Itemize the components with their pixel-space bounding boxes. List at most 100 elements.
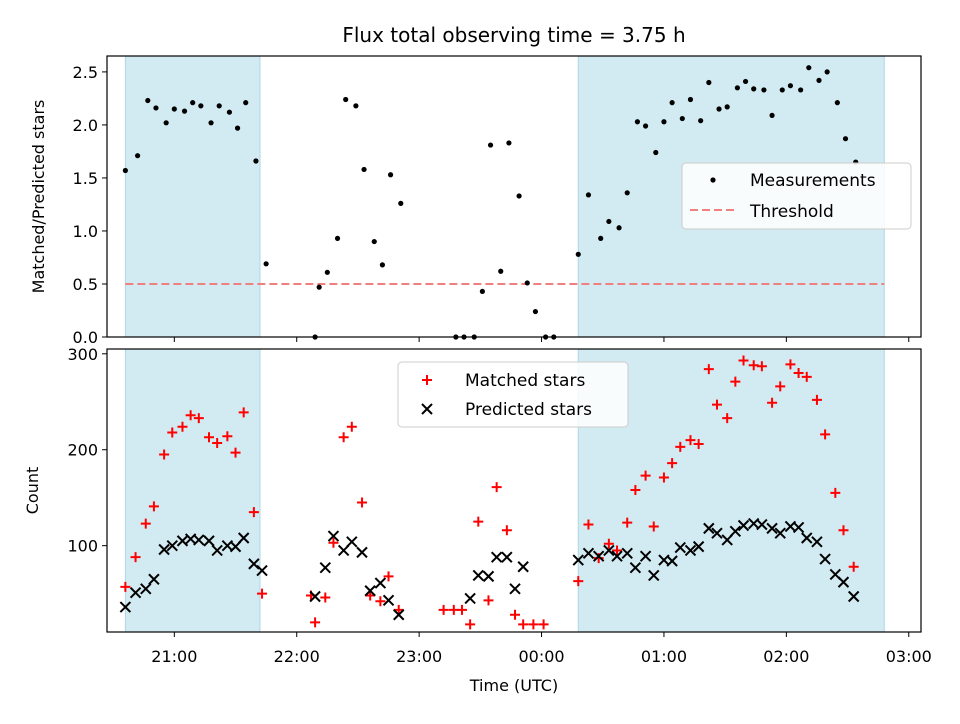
measurement-point: [487, 142, 494, 148]
y-axis-label: Count: [23, 467, 42, 515]
matched-stars-point: [722, 413, 733, 424]
predicted-stars-point: [639, 550, 652, 562]
predicted-stars-point: [582, 547, 595, 560]
predicted-stars-point: [721, 534, 733, 546]
matched-stars-point: [328, 537, 339, 548]
matched-stars-point: [140, 518, 151, 529]
matched-stars-point: [528, 619, 539, 630]
legend-predicted-label: Predicted stars: [465, 400, 592, 420]
predicted-stars-point: [756, 518, 768, 531]
matched-stars-point: [230, 447, 241, 458]
measurement-point: [398, 200, 404, 206]
predicted-stars-point: [203, 535, 215, 547]
matched-stars-point: [501, 525, 512, 536]
predicted-stars-point: [666, 555, 678, 567]
observing-interval-2: [577, 348, 885, 633]
matched-stars-point: [793, 367, 804, 378]
legend-top: Measurements Threshold: [681, 162, 912, 230]
matched-stars-point: [346, 421, 357, 432]
matched-stars-point: [357, 497, 368, 508]
measurement-point: [316, 284, 322, 290]
predicted-stars-point: [847, 590, 860, 603]
measurement-point: [842, 136, 849, 142]
matched-stars-point: [465, 619, 476, 630]
measurement-point: [769, 112, 775, 118]
predicted-stars-point: [158, 543, 170, 556]
measurement-point: [616, 225, 622, 231]
matched-stars-point: [257, 588, 268, 599]
measurement-point: [606, 218, 612, 225]
y-tick-label: 2.5: [73, 63, 98, 82]
measurement-point: [135, 153, 141, 159]
matched-stars-point: [473, 516, 484, 527]
series-dot: [122, 65, 859, 340]
axes-frame: [106, 348, 922, 633]
matched-stars-point: [593, 553, 604, 564]
predicted-stars-point: [729, 525, 742, 537]
predicted-stars-point: [211, 544, 223, 557]
measurement-point: [787, 83, 794, 89]
predicted-stars-point: [337, 544, 350, 557]
measurement-point: [506, 140, 512, 146]
measurement-point: [575, 251, 581, 257]
matched-stars-point: [177, 421, 188, 432]
y-tick-label: 1.5: [73, 169, 98, 188]
predicted-stars-point: [572, 554, 584, 566]
measurement-point: [198, 103, 204, 109]
measurement-point: [642, 123, 649, 129]
matched-stars-point: [630, 485, 641, 496]
legend-matched-label: Matched stars: [465, 371, 585, 391]
measurement-point: [661, 119, 667, 125]
matched-stars-point: [510, 609, 521, 620]
predicted-stars-point: [248, 558, 260, 570]
measurement-point: [371, 238, 377, 245]
predicted-stars-point: [472, 569, 485, 582]
measurement-point: [216, 103, 222, 109]
measurement-point: [324, 269, 330, 275]
measurement-point: [706, 79, 712, 86]
x-tick-label: 21:00: [151, 647, 197, 666]
predicted-stars-point: [319, 562, 331, 574]
legend-box: [681, 162, 912, 230]
matched-stars-point: [120, 581, 131, 592]
predicted-stars-point: [129, 586, 142, 599]
predicted-stars-point: [509, 583, 521, 595]
matched-stars-point: [438, 604, 449, 615]
measurement-point: [524, 280, 530, 286]
measurement-point: [353, 103, 359, 109]
matched-stars-point: [703, 364, 714, 375]
y-tick-label: 300: [67, 345, 98, 364]
x-tick-label: 01:00: [641, 647, 687, 666]
legend-threshold-label: Threshold: [749, 202, 834, 222]
matched-stars-point: [365, 590, 376, 601]
predicted-stars-point: [611, 550, 623, 562]
predicted-stars-point: [356, 546, 368, 559]
predicted-stars-point: [193, 534, 205, 546]
x-tick-label: 23:00: [396, 647, 442, 666]
panel-2: 100 200 300 Count: [23, 345, 922, 637]
measurement-point: [479, 288, 485, 295]
measurement-point: [181, 108, 188, 114]
legend-predicted-marker: [421, 403, 433, 415]
matched-stars-point: [848, 561, 859, 572]
matched-stars-point: [185, 410, 196, 421]
matched-stars-point: [738, 355, 749, 366]
matched-stars-point: [375, 596, 386, 607]
matched-stars-point: [685, 435, 696, 446]
predicted-stars-point: [703, 522, 715, 535]
measurement-point: [122, 167, 128, 174]
matched-stars-point: [658, 472, 669, 483]
matched-stars-point: [785, 359, 796, 370]
predicted-stars-point: [517, 561, 529, 573]
x-tick-label: 22:00: [274, 647, 320, 666]
legend-measurements-marker: [710, 177, 716, 183]
measurement-point: [498, 268, 504, 274]
x-tick-label: 02:00: [763, 647, 809, 666]
measurement-point: [379, 262, 386, 268]
measurement-point: [171, 106, 177, 112]
measurement-point: [679, 115, 685, 122]
predicted-stars-point: [603, 544, 615, 557]
matched-stars-point: [756, 361, 767, 372]
matched-stars-point: [222, 431, 233, 442]
predicted-stars-point: [176, 535, 189, 547]
